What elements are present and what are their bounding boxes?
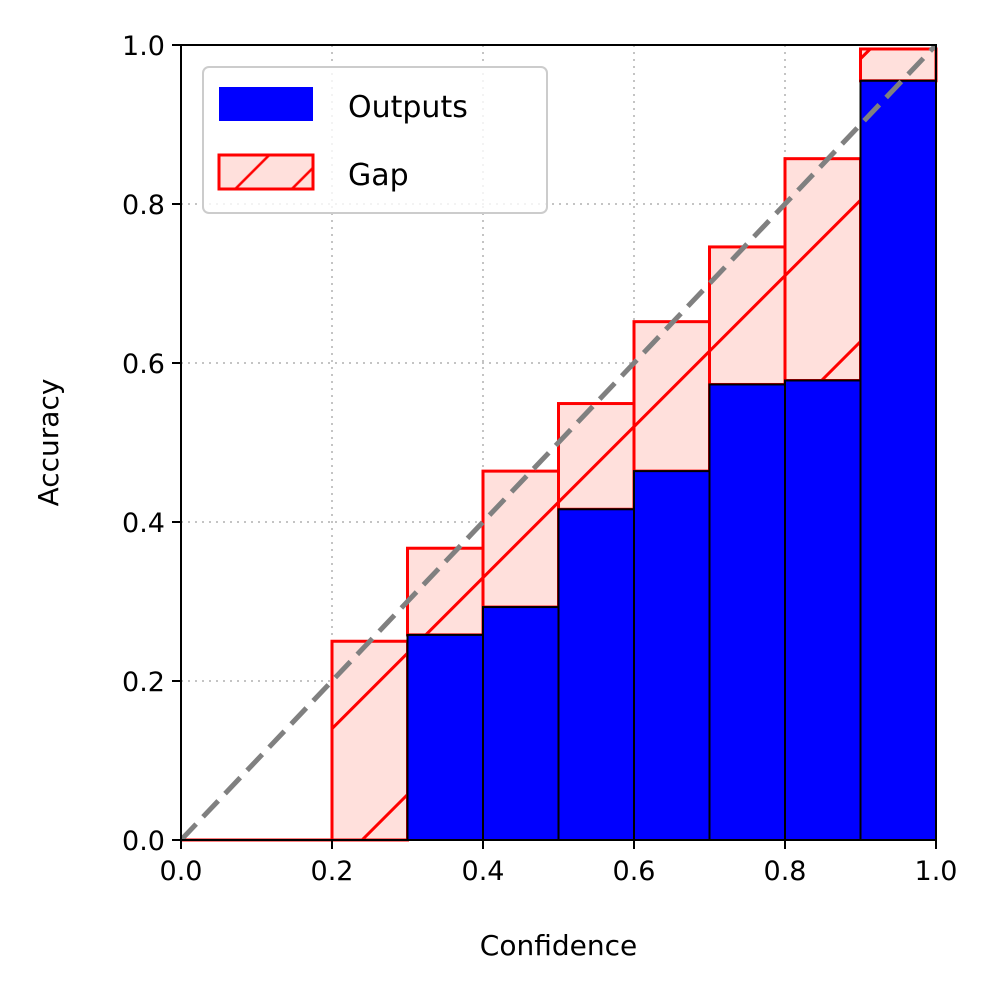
output-bar-9 bbox=[859, 79, 937, 841]
axis-ticks: 0.0 0.2 0.4 0.6 0.8 1.0 0.0 0.2 0.4 0.6 0.8 1.0 bbox=[122, 31, 957, 887]
gap-hatch-5 bbox=[557, 402, 636, 511]
outputs-bars bbox=[406, 79, 937, 842]
x-tick-label-1: 0.2 bbox=[311, 856, 354, 887]
legend-outputs-swatch bbox=[219, 87, 313, 121]
y-tick-label-2: 0.4 bbox=[122, 508, 165, 539]
output-bar-4 bbox=[482, 606, 560, 841]
gap-hatch-6 bbox=[632, 320, 711, 473]
output-bar-7 bbox=[708, 383, 786, 841]
legend-gap-hatch bbox=[217, 153, 315, 191]
gap-hatch-8 bbox=[783, 157, 862, 382]
x-axis-label: Confidence bbox=[480, 929, 637, 962]
y-tick-label-1: 0.2 bbox=[122, 667, 165, 698]
gap-hatch-4 bbox=[481, 469, 560, 609]
output-bar-8 bbox=[784, 379, 862, 841]
y-axis-label: Accuracy bbox=[32, 379, 65, 507]
perfect-calibration-line bbox=[181, 45, 936, 840]
gap-hatch-9 bbox=[859, 47, 938, 83]
legend: Outputs Gap bbox=[202, 66, 548, 214]
x-tick-label-0: 0.0 bbox=[160, 856, 203, 887]
gap-hatch-2 bbox=[330, 639, 409, 842]
output-bar-3 bbox=[406, 633, 484, 842]
x-tick-label-3: 0.6 bbox=[613, 856, 656, 887]
y-tick-label-3: 0.6 bbox=[122, 349, 165, 380]
output-bar-5 bbox=[557, 508, 635, 841]
x-tick-label-5: 1.0 bbox=[915, 856, 958, 887]
x-tick-label-2: 0.4 bbox=[462, 856, 505, 887]
y-tick-label-4: 0.8 bbox=[122, 190, 165, 221]
legend-outputs-label: Outputs bbox=[348, 90, 468, 125]
plot-frame bbox=[180, 44, 937, 841]
legend-gap-label: Gap bbox=[348, 158, 409, 193]
y-tick-label-0: 0.0 bbox=[122, 826, 165, 857]
reference-line bbox=[181, 45, 936, 840]
y-tick-label-5: 1.0 bbox=[122, 31, 165, 62]
output-bar-6 bbox=[633, 470, 711, 841]
x-tick-label-4: 0.8 bbox=[764, 856, 807, 887]
gap-hatch-7 bbox=[708, 245, 787, 386]
